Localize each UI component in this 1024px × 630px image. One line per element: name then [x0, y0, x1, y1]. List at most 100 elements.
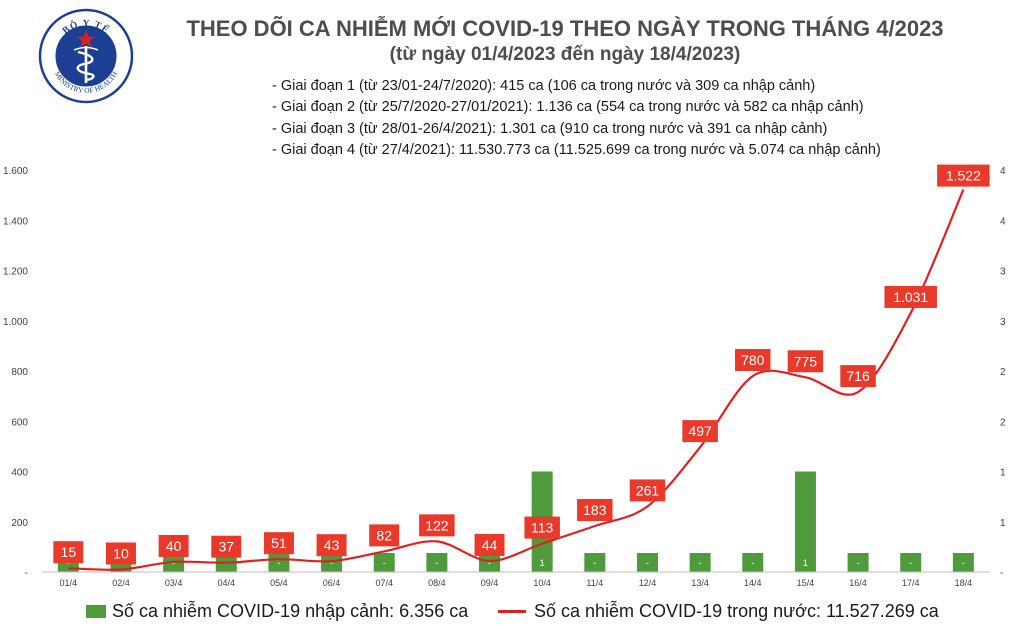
imported-cases-bar — [268, 553, 290, 572]
bar-value-label: 1 — [540, 558, 545, 568]
x-axis-tick-label: 10/4 — [533, 578, 551, 588]
line-data-label: 183 — [583, 502, 607, 518]
svg-text:BỘ Y TẾ: BỘ Y TẾ — [61, 17, 113, 36]
line-data-label: 775 — [794, 353, 818, 369]
imported-cases-bar — [373, 553, 395, 572]
imported-cases-bar — [689, 553, 711, 572]
bar-value-label: - — [593, 558, 596, 568]
x-axis-tick-label: 08/4 — [428, 578, 446, 588]
legend-bar-swatch — [86, 605, 106, 618]
x-axis-tick-label: 13/4 — [691, 578, 709, 588]
x-axis-tick-label: 12/4 — [639, 578, 657, 588]
imported-cases-bar — [426, 553, 448, 572]
right-axis-tick: 4 — [1000, 166, 1006, 177]
line-data-label-box — [474, 533, 505, 556]
x-axis-tick-label: 18/4 — [955, 578, 973, 588]
right-axis-tick: 3 — [1000, 317, 1006, 328]
imported-cases-bar — [742, 553, 764, 572]
left-axis-tick: 1.600 — [3, 166, 28, 177]
imported-cases-bar — [584, 553, 606, 572]
x-axis-tick-label: 06/4 — [323, 578, 341, 588]
line-data-label: 82 — [376, 527, 392, 543]
line-data-label: 10 — [113, 545, 129, 561]
line-data-label-box — [682, 420, 718, 443]
note-period-1: - Giai đoạn 1 (từ 23/01-24/7/2020): 415 … — [272, 78, 816, 94]
line-data-label-box — [735, 349, 771, 372]
line-data-label: 261 — [636, 482, 660, 498]
x-axis-tick-label: 16/4 — [849, 578, 867, 588]
right-axis-tick: 2 — [1000, 367, 1006, 378]
line-data-label: 51 — [271, 535, 287, 551]
x-axis-tick-label: 01/4 — [60, 578, 78, 588]
period-notes: - Giai đoạn 1 (từ 23/01-24/7/2020): 415 … — [272, 76, 881, 161]
line-data-label: 15 — [61, 544, 77, 560]
bar-value-label: - — [383, 558, 386, 568]
left-axis-tick: - — [25, 568, 28, 579]
line-data-label-box — [840, 365, 876, 388]
line-data-label: 780 — [741, 352, 765, 368]
line-data-label-box — [53, 541, 84, 564]
legend-domestic-cases: Số ca nhiễm COVID-19 trong nước: 11.527.… — [498, 601, 939, 622]
line-data-label-box — [629, 479, 666, 502]
imported-cases-bar — [900, 553, 922, 572]
bar-value-label: - — [857, 558, 860, 568]
x-axis-tick-label: 17/4 — [902, 578, 920, 588]
left-axis-tick: 1.400 — [3, 216, 28, 227]
line-data-label-box — [884, 285, 937, 308]
left-axis-tick: 200 — [11, 518, 28, 529]
line-data-label: 44 — [482, 537, 498, 553]
legend-line-swatch — [498, 610, 526, 613]
imported-cases-bar — [479, 553, 501, 572]
note-period-2: - Giai đoạn 2 (từ 25/7/2020-27/01/2021):… — [272, 99, 864, 116]
left-axis-tick: 800 — [11, 367, 28, 378]
right-axis-tick: 1 — [1000, 468, 1006, 479]
bar-value-label: - — [646, 558, 649, 568]
right-axis-tick: 1 — [1000, 518, 1006, 529]
bar-value-label: - — [435, 558, 438, 568]
bar-value-label: 1 — [803, 558, 808, 568]
line-data-label-box — [105, 542, 136, 565]
x-axis-tick-label: 11/4 — [586, 578, 603, 588]
right-axis-tick: 3 — [1000, 267, 1006, 278]
bar-value-label: - — [488, 558, 491, 568]
line-data-label: 40 — [166, 538, 182, 554]
right-axis-tick: - — [1000, 568, 1003, 579]
line-data-label: 122 — [425, 517, 449, 533]
bar-value-label: - — [751, 558, 754, 568]
line-data-label-box — [369, 524, 400, 547]
left-axis-tick: 600 — [11, 417, 28, 428]
line-data-label-box — [211, 535, 242, 558]
logo-top-text: BỘ Y TẾ — [61, 17, 112, 36]
ministry-of-health-logo: BỘ Y TẾ MINISTRY OF HEALTH — [38, 8, 134, 104]
line-data-label: 37 — [218, 539, 234, 555]
line-data-label: 1.031 — [893, 289, 928, 305]
left-axis-tick: 1.000 — [3, 317, 28, 328]
chart-subtitle: (từ ngày 01/4/2023 đến ngày 18/4/2023) — [389, 44, 741, 65]
imported-cases-bar — [794, 471, 816, 572]
chart-title: THEO DÕI CA NHIỄM MỚI COVID-19 THEO NGÀY… — [186, 16, 944, 41]
line-data-label: 1.522 — [946, 168, 981, 184]
line-data-label-box — [787, 350, 824, 373]
note-period-3: - Giai đoạn 3 (từ 28/01-26/4/2021): 1.30… — [272, 120, 828, 137]
covid-cases-chart: -2004006008001.0001.2001.4001.600-112233… — [3, 164, 1006, 588]
line-data-label: 113 — [531, 520, 554, 536]
legend-line-label: Số ca nhiễm COVID-19 trong nước: 11.527.… — [534, 601, 939, 621]
imported-cases-bar — [636, 553, 658, 572]
x-axis-tick-label: 02/4 — [112, 578, 130, 588]
x-axis-tick-label: 05/4 — [270, 578, 288, 588]
x-axis-tick-label: 03/4 — [165, 578, 183, 588]
x-axis-tick-label: 14/4 — [744, 578, 762, 588]
imported-cases-bar — [847, 553, 869, 572]
line-data-label-box — [937, 164, 990, 187]
x-axis-tick-label: 07/4 — [375, 578, 393, 588]
bar-value-label: - — [699, 558, 702, 568]
x-axis-tick-label: 15/4 — [797, 578, 815, 588]
bar-value-label: - — [962, 558, 965, 568]
left-axis-tick: 1.200 — [3, 267, 28, 278]
line-data-label: 497 — [688, 423, 712, 439]
imported-cases-bar — [321, 553, 343, 572]
line-data-label-box — [419, 514, 455, 537]
bar-value-label: - — [909, 558, 912, 568]
legend-imported-cases: Số ca nhiễm COVID-19 nhập cảnh: 6.356 ca — [86, 601, 468, 622]
x-axis-tick-label: 04/4 — [218, 578, 236, 588]
